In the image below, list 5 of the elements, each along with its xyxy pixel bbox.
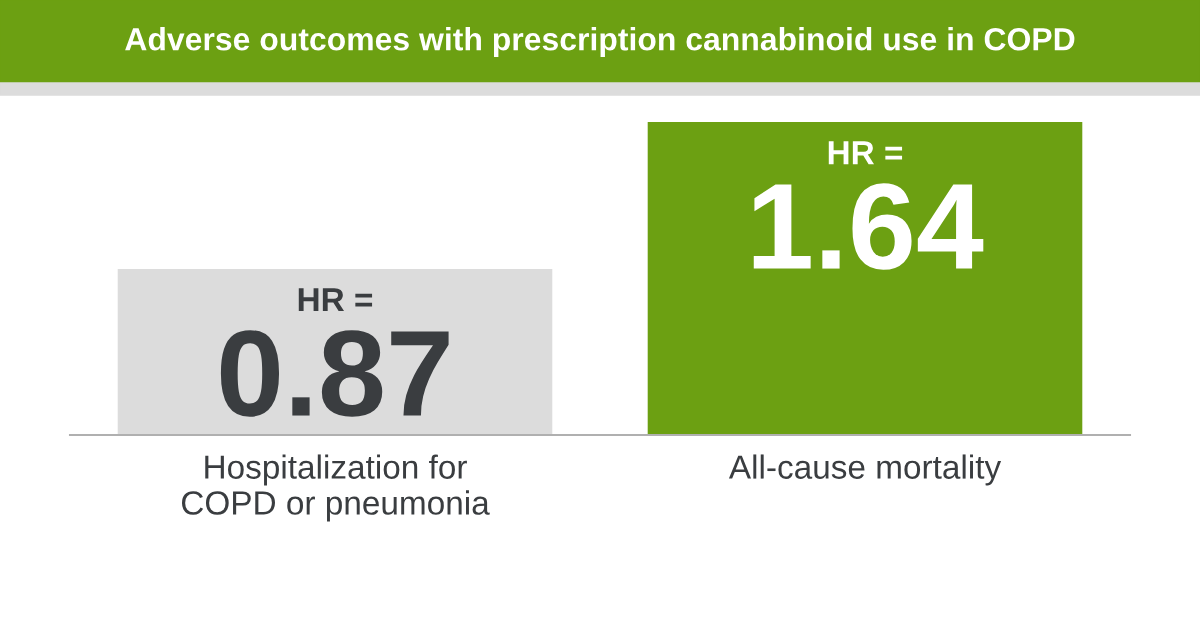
x-tick-label: Hospitalization for COPD or pneumonia	[182, 454, 490, 522]
chart-title: Adverse outcomes with prescription cannabinoid use in COPD	[125, 27, 1075, 57]
data-label: HR = 1.64	[753, 141, 984, 270]
data-label: HR = 0.87	[220, 288, 449, 417]
x-tick-label: All-cause mortality	[728, 454, 1002, 486]
